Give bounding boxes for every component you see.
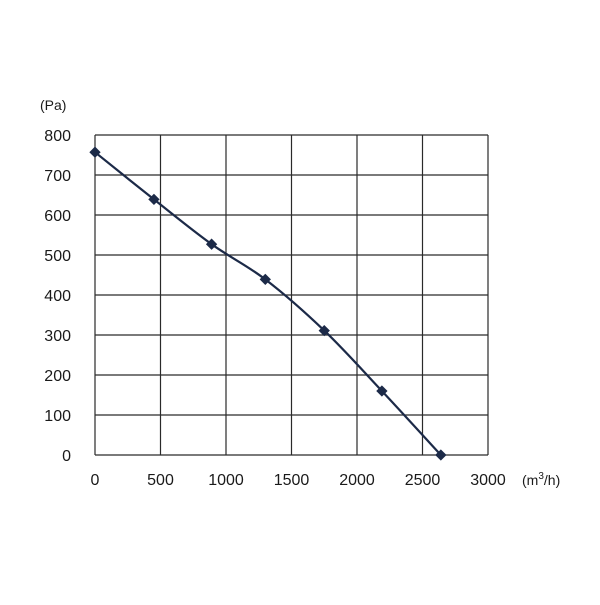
data-point-marker — [148, 193, 160, 206]
y-tick-label: 700 — [44, 168, 71, 185]
x-axis-unit: (m3/h) — [522, 471, 560, 488]
series-line — [94, 151, 442, 456]
data-point-marker — [435, 449, 447, 461]
x-tick-label: 1500 — [274, 472, 310, 489]
y-tick-label: 800 — [44, 128, 71, 145]
y-tick-label: 600 — [44, 208, 71, 225]
y-tick-label: 300 — [44, 328, 71, 345]
x-tick-label: 1000 — [208, 472, 244, 489]
data-point-marker — [205, 238, 218, 250]
y-axis-ticks: 0 100 200 300 400 500 600 700 800 — [44, 128, 71, 465]
series — [89, 146, 447, 461]
x-tick-label: 3000 — [470, 472, 506, 489]
y-tick-label: 0 — [62, 448, 71, 465]
y-axis-unit: (Pa) — [40, 97, 66, 113]
data-point-marker — [318, 324, 330, 337]
grid — [94, 134, 489, 456]
data-point-marker — [376, 385, 388, 397]
x-axis-ticks: 0 500 1000 1500 2000 2500 3000 — [91, 472, 506, 489]
data-point-marker — [259, 273, 271, 286]
x-tick-label: 2500 — [405, 472, 441, 489]
y-tick-label: 200 — [44, 368, 71, 385]
x-tick-label: 0 — [91, 472, 100, 489]
x-tick-label: 500 — [147, 472, 174, 489]
y-tick-label: 500 — [44, 248, 71, 265]
y-tick-label: 400 — [44, 288, 71, 305]
y-tick-label: 100 — [44, 408, 71, 425]
x-tick-label: 2000 — [339, 472, 375, 489]
